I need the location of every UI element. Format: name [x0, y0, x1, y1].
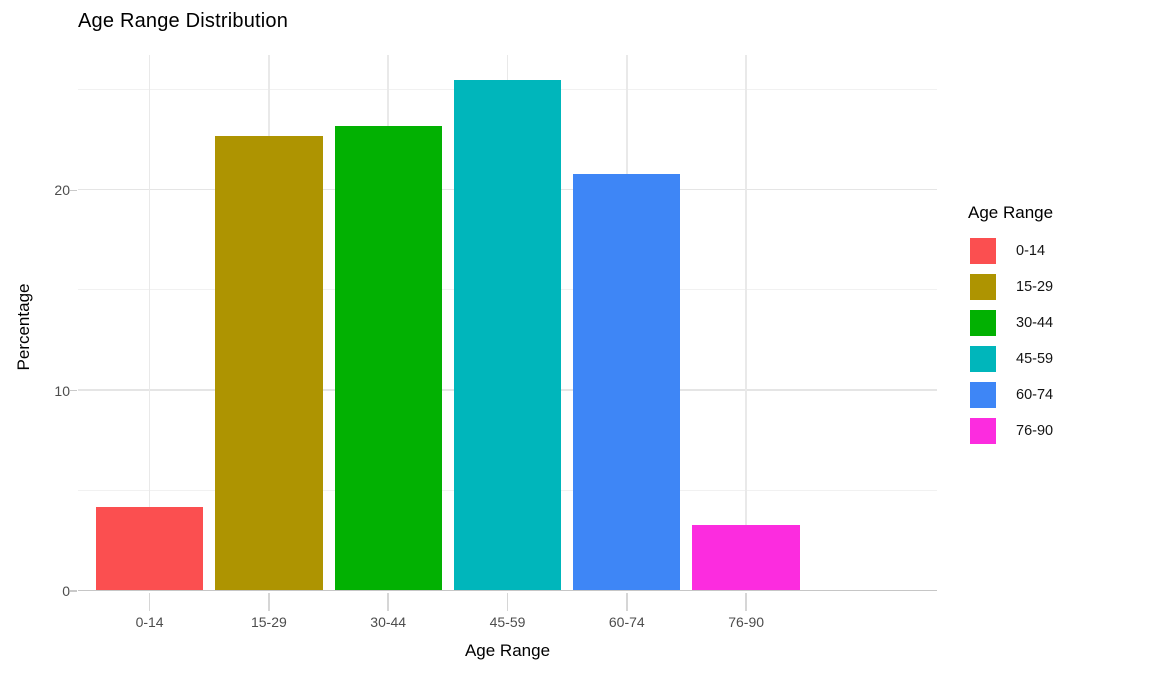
chart-title: Age Range Distribution [78, 10, 289, 32]
legend-label-30-44: 30-44 [1016, 315, 1054, 331]
legend-item-0-14: 0-14 [968, 238, 1053, 264]
y-tick-label-10: 10 [54, 382, 70, 399]
legend-item-76-90: 76-90 [968, 418, 1053, 444]
x-tick-mark-60-74 [626, 592, 628, 611]
legend-item-60-74: 60-74 [968, 382, 1053, 408]
legend-label-45-59: 45-59 [1016, 351, 1054, 367]
x-tick-mark-30-44 [387, 592, 389, 611]
legend-title: Age Range [968, 203, 1054, 222]
legend-item-15-29: 15-29 [968, 274, 1053, 300]
y-tick-mark-10 [70, 389, 77, 392]
y-axis-tick-labels: 0 10 20 [0, 55, 70, 599]
legend-swatch-76-90 [970, 418, 996, 444]
x-tick-label-76-90: 76-90 [728, 614, 765, 630]
legend-items: 0-14 15-29 30-44 45-59 60-74 76-90 [968, 238, 1053, 444]
x-tick-mark-76-90 [745, 592, 747, 611]
y-tick-mark-0 [70, 590, 77, 592]
x-tick-mark-0-14 [148, 592, 151, 611]
bar-76-90 [692, 524, 800, 590]
legend-swatch-0-14 [970, 238, 996, 264]
y-tick-mark-20 [70, 189, 77, 192]
bar-15-29 [215, 136, 323, 590]
x-tick-label-15-29: 15-29 [250, 614, 287, 630]
x-tick-label-45-59: 45-59 [489, 614, 526, 630]
legend: Age Range 0-14 15-29 30-44 45-59 60-74 76-90 [968, 203, 1053, 454]
x-tick-label-0-14: 0-14 [135, 614, 164, 630]
bar-60-74 [573, 174, 681, 590]
x-tick-mark-15-29 [268, 592, 270, 611]
legend-swatch-30-44 [970, 310, 996, 336]
bar-45-59 [453, 80, 562, 590]
legend-item-45-59: 45-59 [968, 346, 1053, 372]
category-gridline-0-14 [148, 55, 151, 591]
x-tick-label-60-74: 60-74 [608, 614, 645, 630]
x-axis-line [78, 589, 937, 591]
x-tick-label-30-44: 30-44 [370, 614, 407, 630]
y-tick-label-20: 20 [54, 182, 70, 199]
x-axis-title: Age Range [464, 641, 551, 660]
legend-label-60-74: 60-74 [1016, 387, 1054, 403]
legend-label-76-90: 76-90 [1016, 423, 1054, 439]
bar-0-14 [95, 506, 204, 590]
legend-label-15-29: 15-29 [1016, 279, 1054, 295]
legend-swatch-15-29 [970, 274, 996, 300]
x-axis-tick-labels: 0-14 15-29 30-44 45-59 60-74 76-90 [78, 612, 937, 634]
legend-swatch-60-74 [970, 382, 996, 408]
y-tick-label-0: 0 [62, 583, 70, 599]
x-tick-mark-45-59 [506, 592, 509, 611]
bar-30-44 [334, 126, 442, 590]
legend-swatch-45-59 [970, 346, 996, 372]
legend-label-0-14: 0-14 [1016, 243, 1046, 259]
plot-panel [70, 55, 937, 611]
category-gridline-76-90 [745, 55, 747, 591]
legend-item-30-44: 30-44 [968, 310, 1053, 336]
